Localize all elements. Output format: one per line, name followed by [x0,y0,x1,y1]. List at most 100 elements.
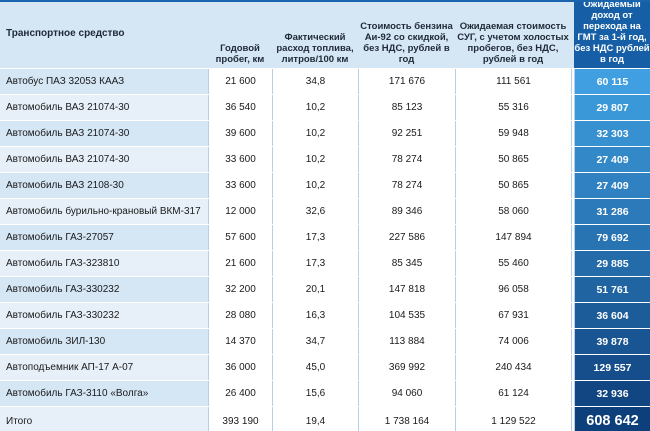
lpg-cost-cell: 55 316 [455,95,571,120]
petrol-cost-cell: 113 884 [358,329,455,354]
gap-cell [571,225,574,250]
header-lpg-cost: Ожидаемая стоимость СУГ, с учетом холост… [457,21,569,65]
vehicle-cell: Автомобиль ГАЗ-330232 [6,284,120,295]
gap-cell [571,407,574,431]
mileage-cell: 33 600 [208,147,272,172]
mileage-cell: 33 600 [208,173,272,198]
lpg-cost-cell: 96 058 [455,277,571,302]
vehicle-cell: Автомобиль ВАЗ 2108-30 [6,180,124,191]
income-cell: 129 557 [574,355,650,380]
income-cell: 31 286 [574,199,650,224]
lpg-cost-cell: 59 948 [455,121,571,146]
petrol-cost-cell: 78 274 [358,147,455,172]
mileage-cell: 39 600 [208,121,272,146]
total-petrol-cost: 1 738 164 [358,407,455,431]
lpg-cost-cell: 240 434 [455,355,571,380]
gap-cell [571,69,574,94]
income-cell: 79 692 [574,225,650,250]
total-lpg-cost: 1 129 522 [455,407,571,431]
consumption-cell: 17,3 [272,251,358,276]
table-row: Автомобиль ГАЗ-27057 57 600 17,3 227 586… [0,224,650,250]
mileage-cell: 12 000 [208,199,272,224]
consumption-cell: 17,3 [272,225,358,250]
vehicle-cell: Автомобиль ВАЗ 21074-30 [6,154,130,165]
table-row: Автомобиль ВАЗ 2108-30 33 600 10,2 78 27… [0,172,650,198]
total-income: 608 642 [574,407,650,431]
gap-cell [571,251,574,276]
petrol-cost-cell: 89 346 [358,199,455,224]
consumption-cell: 10,2 [272,173,358,198]
consumption-cell: 10,2 [272,121,358,146]
mileage-cell: 26 400 [208,381,272,406]
consumption-cell: 10,2 [272,147,358,172]
vehicle-cell: Автомобиль ГАЗ-330232 [6,310,120,321]
table-row: Автомобиль бурильно-крановый ВКМ-317 12 … [0,198,650,224]
petrol-cost-cell: 85 345 [358,251,455,276]
consumption-cell: 15,6 [272,381,358,406]
petrol-cost-cell: 147 818 [358,277,455,302]
mileage-cell: 21 600 [208,69,272,94]
vehicle-cell: Автомобиль ГАЗ-3110 «Волга» [6,388,149,399]
table-row: Автоподъемник АП-17 А-07 36 000 45,0 369… [0,354,650,380]
total-consumption: 19,4 [272,407,358,431]
gap-cell [571,121,574,146]
petrol-cost-cell: 92 251 [358,121,455,146]
vehicle-cell: Автобус ПАЗ 32053 КААЗ [6,76,125,87]
consumption-cell: 10,2 [272,95,358,120]
petrol-cost-cell: 227 586 [358,225,455,250]
header-vehicle: Транспортное средство [6,28,125,39]
table-row: Автомобиль ГАЗ-3110 «Волга» 26 400 15,6 … [0,380,650,406]
consumption-cell: 16,3 [272,303,358,328]
gap-cell [571,303,574,328]
table-row: Автомобиль ГАЗ-323810 21 600 17,3 85 345… [0,250,650,276]
consumption-cell: 34,8 [272,69,358,94]
vehicle-cell: Автомобиль ВАЗ 21074-30 [6,128,130,139]
consumption-cell: 45,0 [272,355,358,380]
income-cell: 29 885 [574,251,650,276]
table-row: Автомобиль ВАЗ 21074-30 36 540 10,2 85 1… [0,94,650,120]
mileage-cell: 32 200 [208,277,272,302]
vehicle-cell: Автомобиль бурильно-крановый ВКМ-317 [6,206,201,217]
table-row: Автобус ПАЗ 32053 КААЗ 21 600 34,8 171 6… [0,68,650,94]
lpg-cost-cell: 74 006 [455,329,571,354]
table-row: Автомобиль ГАЗ-330232 32 200 20,1 147 81… [0,276,650,302]
income-cell: 51 761 [574,277,650,302]
table-row: Автомобиль ВАЗ 21074-30 39 600 10,2 92 2… [0,120,650,146]
petrol-cost-cell: 369 992 [358,355,455,380]
petrol-cost-cell: 94 060 [358,381,455,406]
gap-cell [571,95,574,120]
vehicle-cell: Автомобиль ВАЗ 21074-30 [6,102,130,113]
lpg-cost-cell: 111 561 [455,69,571,94]
header-fuel-consumption: Фактический расход топлива, литров/100 к… [276,32,354,65]
gap-cell [571,199,574,224]
gap-cell [571,277,574,302]
header-petrol-cost: Стоимость бензина Аи-92 со скидкой, без … [360,21,453,65]
income-cell: 27 409 [574,173,650,198]
mileage-cell: 14 370 [208,329,272,354]
table-header: Транспортное средство Годовой пробег, км… [0,2,650,68]
income-cell: 36 604 [574,303,650,328]
mileage-cell: 36 000 [208,355,272,380]
gap-cell [571,381,574,406]
table-row: Автомобиль ЗИЛ-130 14 370 34,7 113 884 7… [0,328,650,354]
income-cell: 39 878 [574,329,650,354]
vehicle-cell: Автомобиль ГАЗ-27057 [6,232,114,243]
consumption-cell: 34,7 [272,329,358,354]
total-row: Итого 393 190 19,4 1 738 164 1 129 522 6… [0,406,650,431]
vehicle-cell: Автомобиль ЗИЛ-130 [6,336,106,347]
petrol-cost-cell: 171 676 [358,69,455,94]
petrol-cost-cell: 85 123 [358,95,455,120]
gap-cell [571,147,574,172]
mileage-cell: 21 600 [208,251,272,276]
gap-cell [571,173,574,198]
total-mileage: 393 190 [208,407,272,431]
income-cell: 32 303 [574,121,650,146]
consumption-cell: 32,6 [272,199,358,224]
table-row: Автомобиль ВАЗ 21074-30 33 600 10,2 78 2… [0,146,650,172]
consumption-cell: 20,1 [272,277,358,302]
petrol-cost-cell: 78 274 [358,173,455,198]
petrol-cost-cell: 104 535 [358,303,455,328]
income-cell: 60 115 [574,69,650,94]
vehicle-cell: Автомобиль ГАЗ-323810 [6,258,120,269]
